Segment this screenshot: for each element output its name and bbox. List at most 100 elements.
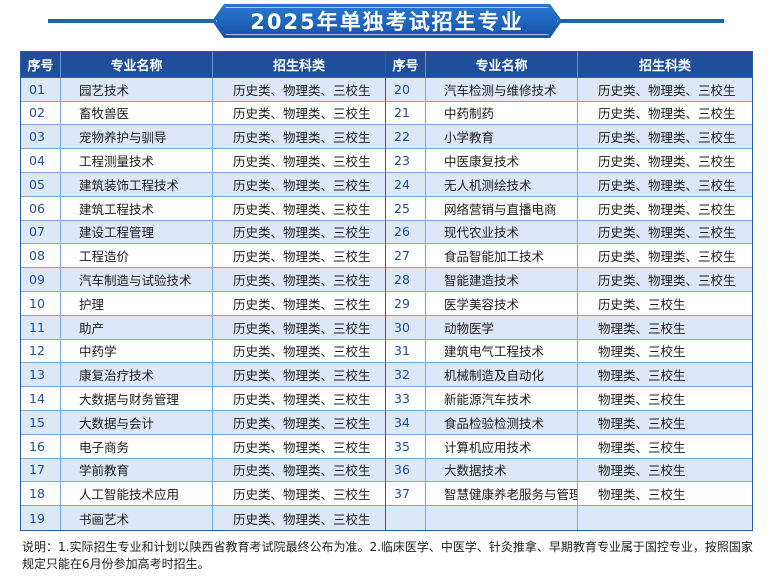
banner-ribbon: 2025年单独考试招生专业 bbox=[212, 4, 562, 38]
cell-name: 畜牧兽医 bbox=[61, 101, 213, 125]
cell-no: 10 bbox=[21, 291, 61, 315]
cell-subject: 历史类、物理类、三校生 bbox=[598, 273, 736, 289]
cell-subject: 物理类、三校生 bbox=[598, 463, 686, 479]
table-row: 32 机械制造及自动化 物理类、三校生 bbox=[386, 363, 752, 388]
table-row: 22 小学教育 历史类、物理类、三校生 bbox=[386, 125, 752, 150]
table-row: 12 中药学 历史类、物理类、三校生 bbox=[21, 339, 385, 364]
cell-subject: 物理类、三校生 bbox=[598, 487, 686, 503]
cell-no: 13 bbox=[21, 363, 61, 387]
cell-name: 中药学 bbox=[61, 339, 213, 363]
cell-no: 25 bbox=[386, 196, 426, 220]
banner-inner-border bbox=[216, 7, 558, 35]
table-row: 06 建筑工程技术 历史类、物理类、三校生 bbox=[21, 196, 385, 221]
cell-name: 大数据与财务管理 bbox=[61, 387, 213, 410]
cell-subject: 历史类、物理类、三校生 bbox=[233, 249, 371, 265]
table-row: 25 网络营销与直播电商 历史类、物理类、三校生 bbox=[386, 196, 752, 221]
cell-no: 22 bbox=[386, 125, 426, 149]
cell-subject: 物理类、三校生 bbox=[598, 320, 686, 336]
cell-name: 学前教育 bbox=[61, 458, 213, 482]
cell-no: 14 bbox=[21, 387, 61, 410]
table-row: 08 工程造价 历史类、物理类、三校生 bbox=[21, 244, 385, 269]
table-row: 21 中药制药 历史类、物理类、三校生 bbox=[386, 101, 752, 126]
cell-no: 37 bbox=[386, 482, 426, 506]
table-row: 27 食品智能加工技术 历史类、物理类、三校生 bbox=[386, 244, 752, 269]
cell-name: 机械制造及自动化 bbox=[426, 363, 578, 387]
cell-subject: 历史类、物理类、三校生 bbox=[233, 177, 371, 193]
cell-subject: 历史类、物理类、三校生 bbox=[598, 130, 736, 146]
header-subject: 招生科类 bbox=[638, 58, 691, 74]
cell-name: 食品智能加工技术 bbox=[426, 244, 578, 268]
cell-no: 21 bbox=[386, 101, 426, 125]
table-row: 37 智慧健康养老服务与管理 物理类、三校生 bbox=[386, 482, 752, 507]
cell-no: 18 bbox=[21, 482, 61, 506]
header-name: 专业名称 bbox=[61, 52, 213, 77]
cell-no: 23 bbox=[386, 149, 426, 172]
table-row: 11 助产 历史类、物理类、三校生 bbox=[21, 315, 385, 340]
cell-subject: 历史类、物理类、三校生 bbox=[233, 463, 371, 479]
cell-no: 19 bbox=[21, 506, 61, 530]
table-row: 30 动物医学 物理类、三校生 bbox=[386, 315, 752, 340]
table-row: 17 学前教育 历史类、物理类、三校生 bbox=[21, 458, 385, 483]
cell-name: 康复治疗技术 bbox=[61, 363, 213, 387]
cell-no: 08 bbox=[21, 244, 61, 268]
table-row: 24 无人机测绘技术 历史类、物理类、三校生 bbox=[386, 172, 752, 197]
cell-name: 护理 bbox=[61, 291, 213, 315]
cell-subject: 物理类、三校生 bbox=[598, 439, 686, 455]
cell-no: 07 bbox=[21, 220, 61, 244]
table-left-half: 序号 专业名称 招生科类 01 园艺技术 历史类、物理类、三校生 02 畜牧兽医 历史类、… bbox=[21, 52, 386, 530]
cell-subject: 历史类、物理类、三校生 bbox=[233, 130, 371, 146]
table-header-row: 序号 专业名称 招生科类 bbox=[21, 52, 385, 78]
cell-no: 15 bbox=[21, 410, 61, 434]
table-row: 20 汽车检测与维修技术 历史类、物理类、三校生 bbox=[386, 77, 752, 102]
cell-no: 32 bbox=[386, 363, 426, 387]
cell-subject: 历史类、物理类、三校生 bbox=[233, 225, 371, 241]
cell-subject: 历史类、物理类、三校生 bbox=[233, 344, 371, 360]
cell-subject: 历史类、物理类、三校生 bbox=[598, 82, 736, 98]
cell-subject: 历史类、物理类、三校生 bbox=[598, 154, 736, 170]
cell-name: 建筑装饰工程技术 bbox=[61, 172, 213, 196]
table-row: 35 计算机应用技术 物理类、三校生 bbox=[386, 434, 752, 459]
cell-no: 35 bbox=[386, 434, 426, 458]
table-row: 33 新能源汽车技术 物理类、三校生 bbox=[386, 387, 752, 411]
table-row bbox=[386, 506, 752, 530]
table-row: 07 建设工程管理 历史类、物理类、三校生 bbox=[21, 220, 385, 245]
cell-name: 中药制药 bbox=[426, 101, 578, 125]
cell-name: 小学教育 bbox=[426, 125, 578, 149]
cell-name: 汽车检测与维修技术 bbox=[426, 77, 578, 101]
cell-no: 29 bbox=[386, 291, 426, 315]
table-row: 23 中医康复技术 历史类、物理类、三校生 bbox=[386, 149, 752, 173]
cell-name: 工程造价 bbox=[61, 244, 213, 268]
cell-subject: 历史类、物理类、三校生 bbox=[233, 106, 371, 122]
cell-subject: 历史类、物理类、三校生 bbox=[233, 415, 371, 431]
table-right-half: 序号 专业名称 招生科类 20 汽车检测与维修技术 历史类、物理类、三校生 21 中药制… bbox=[386, 52, 752, 530]
cell-name: 中医康复技术 bbox=[426, 149, 578, 172]
cell-subject: 历史类、物理类、三校生 bbox=[233, 201, 371, 217]
cell-name: 大数据技术 bbox=[426, 458, 578, 482]
table-row: 36 大数据技术 物理类、三校生 bbox=[386, 458, 752, 483]
cell-subject: 历史类、物理类、三校生 bbox=[598, 177, 736, 193]
cell-no: 30 bbox=[386, 315, 426, 339]
title-banner: 2025年单独考试招生专业 bbox=[0, 0, 771, 44]
cell-no: 27 bbox=[386, 244, 426, 268]
cell-subject: 物理类、三校生 bbox=[598, 368, 686, 384]
cell-no: 12 bbox=[21, 339, 61, 363]
cell-no: 04 bbox=[21, 149, 61, 172]
cell-name: 书画艺术 bbox=[61, 506, 213, 530]
header-no: 序号 bbox=[21, 52, 61, 77]
cell-name: 建筑工程技术 bbox=[61, 196, 213, 220]
cell-no: 26 bbox=[386, 220, 426, 244]
majors-table: 序号 专业名称 招生科类 01 园艺技术 历史类、物理类、三校生 02 畜牧兽医 历史类、… bbox=[20, 51, 753, 531]
cell-subject: 历史类、物理类、三校生 bbox=[233, 392, 371, 408]
table-row: 31 建筑电气工程技术 物理类、三校生 bbox=[386, 339, 752, 364]
cell-no: 09 bbox=[21, 268, 61, 291]
cell-no: 31 bbox=[386, 339, 426, 363]
cell-name: 汽车制造与试验技术 bbox=[61, 268, 213, 291]
cell-no: 11 bbox=[21, 315, 61, 339]
table-row: 04 工程测量技术 历史类、物理类、三校生 bbox=[21, 149, 385, 173]
page-title: 2025年单独考试招生专业 bbox=[250, 10, 524, 34]
cell-no bbox=[386, 506, 426, 530]
table-row: 34 食品检验检测技术 物理类、三校生 bbox=[386, 410, 752, 435]
cell-name: 智能建造技术 bbox=[426, 268, 578, 291]
cell-subject: 物理类、三校生 bbox=[598, 415, 686, 431]
table-row: 14 大数据与财务管理 历史类、物理类、三校生 bbox=[21, 387, 385, 411]
